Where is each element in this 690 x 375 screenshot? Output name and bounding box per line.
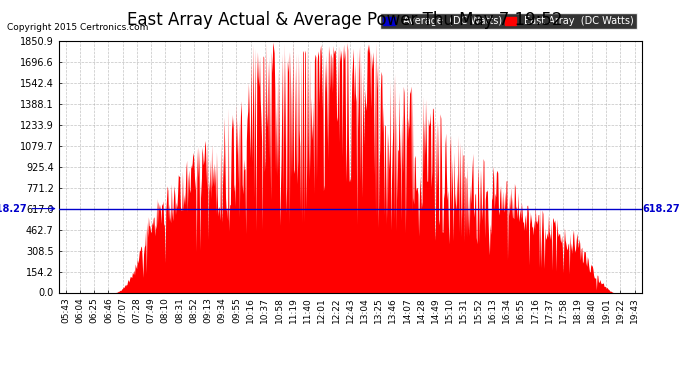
Text: 618.27: 618.27	[643, 204, 680, 214]
Text: East Array Actual & Average Power Thu May 7 19:52: East Array Actual & Average Power Thu Ma…	[127, 11, 563, 29]
Legend: Average  (DC Watts), East Array  (DC Watts): Average (DC Watts), East Array (DC Watts…	[380, 13, 637, 29]
Text: 618.27: 618.27	[0, 204, 55, 214]
Text: Copyright 2015 Certronics.com: Copyright 2015 Certronics.com	[7, 22, 148, 32]
